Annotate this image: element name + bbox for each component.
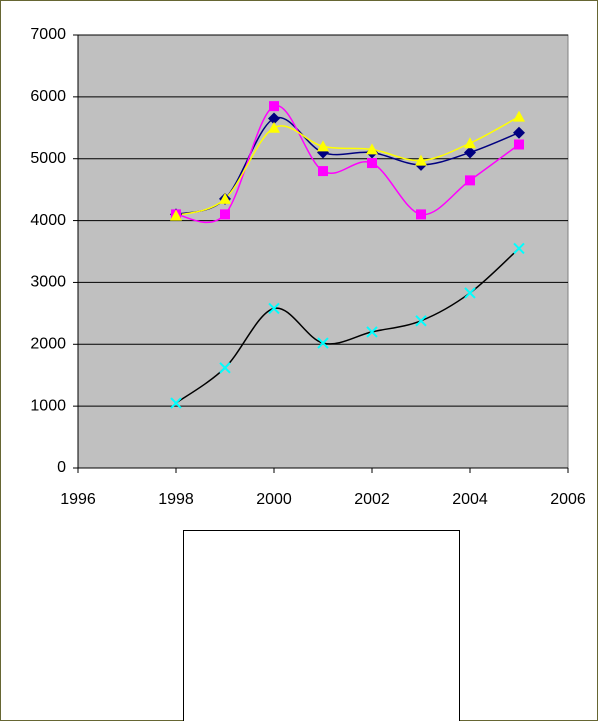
marker bbox=[464, 287, 476, 299]
marker bbox=[513, 110, 525, 122]
marker bbox=[268, 302, 280, 315]
marker bbox=[317, 140, 329, 152]
y-tick-label: 0 bbox=[57, 459, 66, 476]
legend-box bbox=[183, 530, 460, 721]
y-tick-label: 3000 bbox=[30, 274, 66, 291]
x-tick-label: 2004 bbox=[452, 491, 488, 508]
marker bbox=[367, 158, 377, 169]
marker bbox=[318, 166, 328, 177]
marker bbox=[317, 337, 329, 349]
marker bbox=[268, 121, 280, 133]
marker bbox=[219, 362, 231, 374]
x-tick-label: 2006 bbox=[550, 491, 586, 508]
y-tick-label: 2000 bbox=[30, 336, 66, 353]
x-tick-label: 1998 bbox=[158, 491, 194, 508]
x-tick-label: 2000 bbox=[256, 491, 292, 508]
marker bbox=[513, 242, 525, 255]
marker bbox=[269, 101, 279, 112]
y-tick-label: 4000 bbox=[30, 212, 66, 229]
marker bbox=[170, 397, 182, 409]
marker bbox=[268, 112, 280, 125]
marker bbox=[514, 139, 524, 150]
x-tick-label: 2002 bbox=[354, 491, 390, 508]
marker bbox=[170, 209, 182, 221]
marker bbox=[513, 126, 525, 139]
x-tick-label: 1996 bbox=[60, 491, 96, 508]
marker bbox=[415, 315, 427, 327]
marker bbox=[366, 143, 378, 155]
marker bbox=[464, 146, 476, 159]
plot-area bbox=[77, 34, 569, 469]
series-line bbox=[175, 115, 520, 217]
marker bbox=[219, 192, 231, 204]
marker bbox=[465, 175, 475, 186]
marker bbox=[415, 154, 427, 166]
y-tick-label: 6000 bbox=[30, 88, 66, 105]
marker bbox=[464, 137, 476, 149]
y-tick-label: 1000 bbox=[30, 397, 66, 414]
marker bbox=[220, 209, 230, 220]
y-tick-label: 7000 bbox=[30, 26, 66, 43]
marker bbox=[366, 326, 378, 338]
y-tick-label: 5000 bbox=[30, 150, 66, 167]
marker bbox=[416, 209, 426, 220]
series-line bbox=[175, 105, 520, 224]
